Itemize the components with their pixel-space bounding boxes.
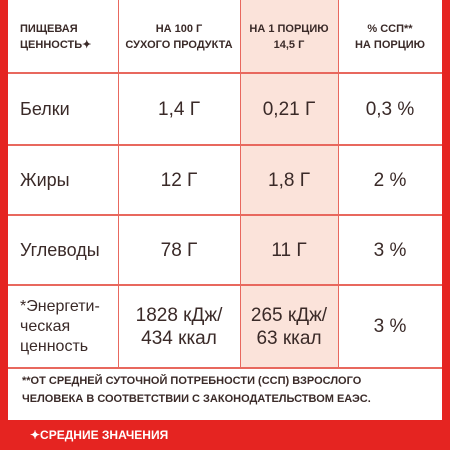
table-cell: Белки: [8, 73, 118, 145]
table-cell: Жиры: [8, 145, 118, 215]
frame-left: [0, 0, 8, 450]
cell-line: Белки: [20, 98, 70, 119]
cell-line: 1,8 Г: [268, 169, 310, 191]
cell-line: *Энергети-: [20, 297, 100, 315]
table-cell: 78 Г: [118, 215, 240, 285]
cell-line: 12 Г: [160, 169, 198, 191]
cell-line: НА ПОРЦИЮ: [354, 38, 426, 51]
cell-line: 14,5 Г: [273, 38, 305, 51]
table-cell: 2 %: [338, 145, 442, 215]
table-cell: 3 %: [338, 215, 442, 285]
bottom-note: ✦СРЕДНИЕ ЗНАЧЕНИЯ: [0, 420, 450, 450]
row-divider: [8, 72, 442, 74]
cell-line: 2 %: [373, 169, 407, 191]
footnote-line: **ОТ СРЕДНЕЙ СУТОЧНОЙ ПОТРЕБНОСТИ (ССП) …: [22, 375, 362, 387]
table-cell: 0,3 %: [338, 73, 442, 145]
header-cell: НА 100 Г СУХОГО ПРОДУКТА: [118, 0, 240, 73]
table-cell: 1,8 Г: [240, 145, 338, 215]
table-cell: 265 кДж/63 ккал: [240, 285, 338, 368]
table-cell: *Энергети-ческая ценность: [8, 285, 118, 368]
header-cell: ПИЩЕВАЯ ЦЕННОСТЬ✦: [8, 0, 118, 73]
col-divider: [118, 0, 119, 368]
cell-line: 434 ккал: [141, 327, 217, 349]
cell-line: 11 Г: [271, 239, 307, 261]
cell-line: ческая: [20, 317, 71, 335]
table-cell: Углеводы: [8, 215, 118, 285]
row-divider: [8, 144, 442, 146]
cell-line: ценность: [20, 337, 89, 355]
cell-line: НА 100 Г: [155, 22, 203, 35]
row-divider: [8, 214, 442, 216]
table-cell: 12 Г: [118, 145, 240, 215]
cell-line: ПИЩЕВАЯ: [20, 22, 78, 35]
cell-line: 63 ккал: [256, 327, 322, 349]
table-cell: 0,21 Г: [240, 73, 338, 145]
header-cell: % ССП** НА ПОРЦИЮ: [338, 0, 442, 73]
table-cell: 11 Г: [240, 215, 338, 285]
header-cell: НА 1 ПОРЦИЮ 14,5 Г: [240, 0, 338, 73]
col-divider: [338, 0, 339, 368]
cell-line: Углеводы: [20, 239, 100, 260]
cell-line: 3 %: [373, 239, 407, 261]
cell-line: СУХОГО ПРОДУКТА: [125, 38, 233, 51]
cell-line: 78 Г: [160, 239, 198, 261]
cell-line: 3 %: [373, 316, 407, 337]
footnote: **ОТ СРЕДНЕЙ СУТОЧНОЙ ПОТРЕБНОСТИ (ССП) …: [22, 372, 371, 408]
table-cell: 1828 кДж/434 ккал: [118, 285, 240, 368]
table-cell: 3 %: [338, 285, 442, 368]
footnote-line: ЧЕЛОВЕКА В СООТВЕТСТВИИ С ЗАКОНОДАТЕЛЬСТ…: [22, 393, 371, 405]
cell-line: 0,21 Г: [262, 98, 316, 120]
cell-line: 1828 кДж/: [135, 304, 223, 326]
cell-line: НА 1 ПОРЦИЮ: [249, 22, 329, 35]
cell-line: 265 кДж/: [250, 304, 328, 326]
row-divider: [8, 367, 442, 369]
cell-line: Жиры: [20, 169, 70, 190]
cell-line: ЦЕННОСТЬ✦: [20, 38, 92, 51]
cell-line: 0,3 %: [365, 98, 415, 120]
col-divider: [240, 0, 241, 368]
cell-line: % ССП**: [367, 22, 413, 35]
table-cell: 1,4 Г: [118, 73, 240, 145]
frame-right: [442, 0, 450, 450]
cell-line: 1,4 Г: [158, 98, 200, 120]
row-divider: [8, 284, 442, 286]
